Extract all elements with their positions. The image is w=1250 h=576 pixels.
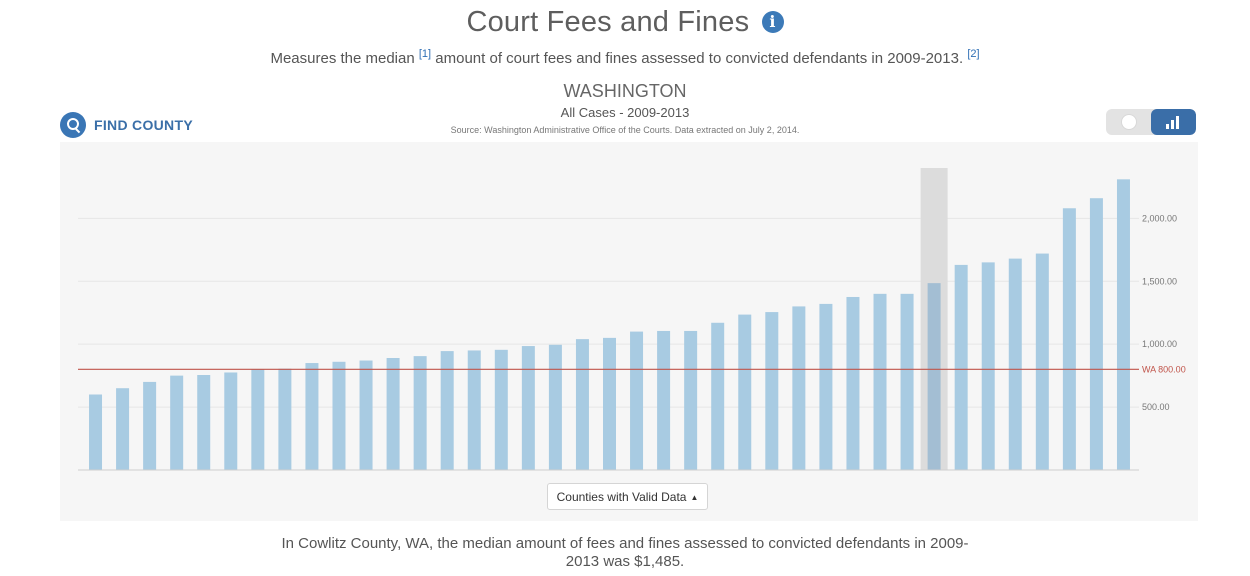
find-county-button[interactable]: FIND COUNTY [60, 112, 193, 138]
info-icon[interactable]: i [761, 11, 784, 33]
county-filter-dropdown[interactable]: Counties with Valid Data ▲ [547, 483, 708, 510]
bar[interactable] [386, 358, 400, 470]
bar[interactable] [467, 350, 481, 470]
bar[interactable] [116, 388, 130, 470]
footnote-link-2[interactable]: [2] [967, 48, 980, 60]
bar[interactable] [792, 306, 806, 470]
bar[interactable] [738, 314, 752, 470]
view-toggle [1106, 109, 1196, 135]
summary-text: In Cowlitz County, WA, the median amount… [281, 535, 969, 570]
bar[interactable] [684, 330, 698, 470]
bar[interactable] [1062, 208, 1076, 470]
bar[interactable] [89, 394, 103, 471]
bar[interactable] [440, 351, 454, 470]
bar[interactable] [143, 381, 157, 470]
bar[interactable] [224, 372, 238, 470]
bar[interactable] [630, 331, 644, 470]
search-icon[interactable] [60, 112, 86, 138]
bar[interactable] [765, 312, 779, 470]
bar[interactable] [846, 296, 860, 470]
page-title: Court Fees and Fines i [0, 6, 1250, 39]
source-note: Source: Washington Administrative Office… [450, 125, 800, 135]
reference-line-label: WA 800.00 [1142, 364, 1186, 374]
y-tick-label: 2,000.00 [1142, 213, 1177, 223]
footnote-link-1[interactable]: [1] [418, 48, 432, 60]
bar[interactable] [1089, 198, 1103, 470]
map-view-button[interactable] [1106, 109, 1151, 135]
bar[interactable] [197, 374, 211, 470]
bar[interactable] [900, 293, 914, 470]
bar[interactable] [521, 346, 535, 470]
dropdown-label: Counties with Valid Data [556, 490, 687, 504]
page-subtitle: Measures the median [1] amount of court … [0, 48, 1250, 67]
bar[interactable] [359, 360, 373, 470]
chart-area: WA 800.00 500.00 1,000.00 1,500.00 2,000.00 [60, 142, 1198, 521]
subtitle-text-start: Measures the median [270, 50, 415, 67]
y-tick-label: 1,000.00 [1142, 339, 1177, 349]
bar[interactable] [548, 344, 562, 470]
globe-icon [1121, 114, 1137, 130]
chart-view-button[interactable] [1151, 109, 1196, 135]
bar-chart: WA 800.00 500.00 1,000.00 1,500.00 2,000.00 [78, 168, 1186, 471]
state-heading: WASHINGTON [563, 81, 687, 101]
bar[interactable] [305, 363, 319, 470]
bar[interactable] [170, 375, 184, 470]
bar[interactable] [1035, 253, 1049, 470]
bar[interactable] [711, 322, 725, 470]
case-type-label: All Cases - 2009-2013 [560, 105, 690, 120]
bar[interactable] [954, 264, 968, 470]
bar[interactable] [575, 339, 589, 470]
bar[interactable] [873, 293, 887, 470]
y-tick-label: 500.00 [1142, 402, 1170, 412]
bar[interactable] [819, 303, 833, 470]
bar[interactable] [278, 368, 292, 470]
bar[interactable] [981, 262, 995, 470]
bar[interactable] [494, 349, 508, 470]
bar[interactable] [413, 356, 427, 470]
y-tick-label: 1,500.00 [1142, 276, 1177, 286]
title-text: Court Fees and Fines [466, 6, 750, 38]
bar[interactable] [657, 330, 671, 470]
bar[interactable] [332, 361, 346, 470]
caret-up-icon: ▲ [690, 493, 699, 502]
bar[interactable] [1008, 258, 1022, 470]
bar[interactable] [251, 369, 265, 470]
bar[interactable] [1116, 179, 1130, 470]
bar-highlighted[interactable] [927, 283, 941, 470]
bar[interactable] [603, 337, 616, 470]
subtitle-text-end: amount of court fees and fines assessed … [435, 50, 964, 67]
find-county-label[interactable]: FIND COUNTY [94, 117, 193, 133]
